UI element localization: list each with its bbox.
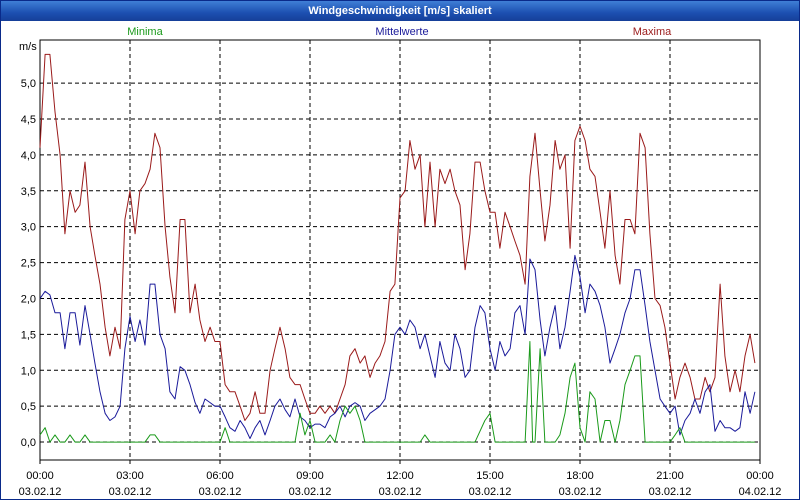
- x-tick-time: 03:00: [116, 470, 144, 482]
- y-tick-label: 1,5: [21, 329, 36, 341]
- legend-mittelwerte: Mittelwerte: [375, 26, 428, 38]
- y-axis: 0,0 0,5 1,0 1,5 2,0 2,5 3,0 3,5 4,0 4,5 5,0: [21, 78, 36, 449]
- x-tick-time: 09:00: [296, 470, 324, 482]
- x-tick-date: 03.02.12: [109, 486, 152, 498]
- series-lines: [39, 53, 756, 443]
- x-tick-date: 03.02.12: [199, 486, 242, 498]
- y-tick-label: 3,5: [21, 186, 36, 198]
- x-tick-date: 03.02.12: [469, 486, 512, 498]
- legend: Minima Mittelwerte Maxima: [127, 26, 672, 38]
- legend-minima: Minima: [127, 26, 163, 38]
- series-line-minima: [39, 341, 755, 443]
- x-tick-time: 00:00: [26, 470, 54, 482]
- x-tick-time: 18:00: [566, 470, 594, 482]
- y-axis-label: m/s: [19, 41, 37, 53]
- x-tick-time: 12:00: [386, 470, 414, 482]
- y-tick-label: 1,0: [21, 365, 36, 377]
- series-line-mittelwerte: [39, 254, 756, 439]
- y-tick-label: 0,0: [21, 437, 36, 449]
- y-tick-label: 5,0: [21, 78, 36, 90]
- x-tick-date: 03.02.12: [289, 486, 332, 498]
- y-tick-label: 2,0: [21, 293, 36, 305]
- x-tick-time: 00:00: [746, 470, 774, 482]
- x-tick-date: 04.02.12: [739, 486, 782, 498]
- x-tick-date: 03.02.12: [379, 486, 422, 498]
- x-tick-date: 03.02.12: [19, 486, 62, 498]
- y-tick-label: 2,5: [21, 258, 36, 270]
- legend-maxima: Maxima: [633, 26, 672, 38]
- y-tick-label: 3,0: [21, 222, 36, 234]
- window-title: Windgeschwindigkeit [m/s] skaliert: [1, 1, 799, 21]
- x-tick-time: 15:00: [476, 470, 504, 482]
- grid-lines: [40, 40, 760, 460]
- y-tick-label: 4,5: [21, 114, 36, 126]
- series-line-maxima: [39, 53, 756, 421]
- x-tick-date: 03.02.12: [559, 486, 602, 498]
- x-tick-date: 03.02.12: [649, 486, 692, 498]
- x-tick-time: 21:00: [656, 470, 684, 482]
- x-tick-time: 06:00: [206, 470, 234, 482]
- y-tick-label: 0,5: [21, 401, 36, 413]
- x-axis: 00:00 03.02.12 03:00 03.02.12 06:00 03.02.12 0…: [19, 460, 782, 498]
- y-tick-label: 4,0: [21, 150, 36, 162]
